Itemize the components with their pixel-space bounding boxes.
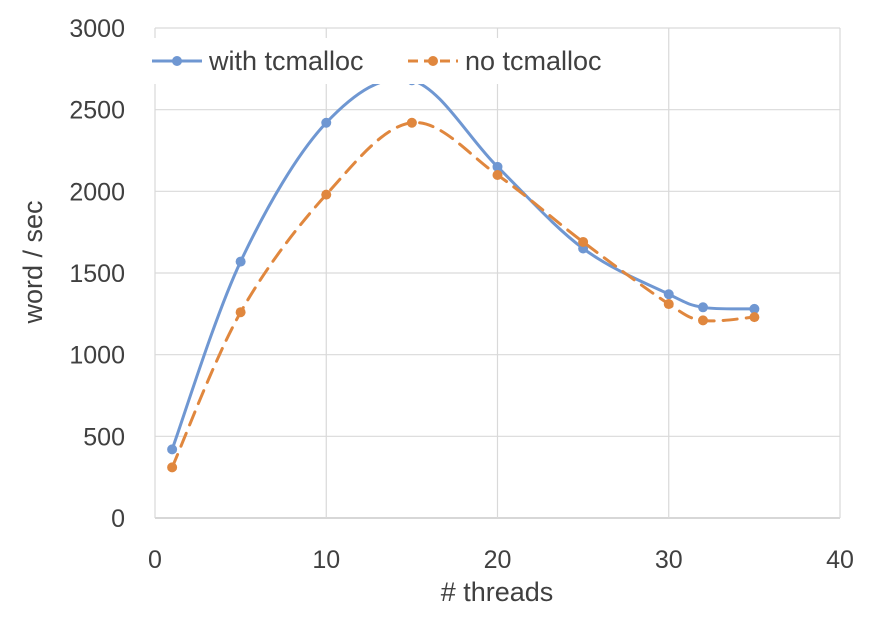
data-point: [749, 312, 760, 323]
series-1: [167, 75, 760, 455]
legend-background: [150, 38, 620, 84]
data-point: [578, 236, 589, 247]
y-tick-label: 2000: [69, 178, 125, 206]
data-point: [698, 315, 708, 326]
x-tick-label: 30: [655, 546, 683, 574]
data-point: [321, 117, 332, 128]
legend: with tcmalloc no tcmalloc: [150, 38, 620, 84]
y-tick-label: 1000: [69, 342, 125, 370]
y-axis-title: word / sec: [18, 200, 48, 324]
y-tick-label: 500: [83, 423, 125, 451]
x-tick-label: 0: [148, 546, 162, 574]
series-layer: [167, 75, 760, 473]
series-line: [170, 77, 756, 451]
data-point: [698, 302, 708, 313]
data-point: [167, 462, 178, 473]
x-tick-label: 20: [484, 546, 512, 574]
data-point: [406, 117, 417, 128]
series-2: [167, 117, 760, 473]
gridlines: [154, 27, 841, 519]
data-point: [749, 303, 760, 314]
legend-marker: [172, 56, 182, 66]
x-axis-ticks: 0 10 20 30 40: [148, 546, 854, 574]
data-point: [167, 444, 178, 455]
data-point: [321, 189, 332, 200]
x-axis-title: # threads: [441, 577, 554, 607]
x-tick-label: 40: [826, 546, 854, 574]
legend-marker: [428, 56, 438, 66]
x-tick-label: 10: [312, 546, 340, 574]
legend-label: no tcmalloc: [465, 46, 602, 76]
y-tick-label: 1500: [69, 260, 125, 288]
y-tick-label: 0: [111, 505, 125, 533]
y-tick-label: 2500: [69, 97, 125, 125]
data-point: [235, 307, 246, 318]
y-axis-ticks: 0 500 1000 1500 2000 2500 3000: [69, 15, 125, 533]
data-point: [663, 289, 674, 300]
legend-label: with tcmalloc: [208, 46, 364, 76]
data-point: [235, 256, 246, 267]
data-point: [663, 299, 674, 310]
y-tick-label: 3000: [69, 15, 125, 43]
data-point: [492, 161, 503, 172]
data-point: [492, 170, 503, 180]
